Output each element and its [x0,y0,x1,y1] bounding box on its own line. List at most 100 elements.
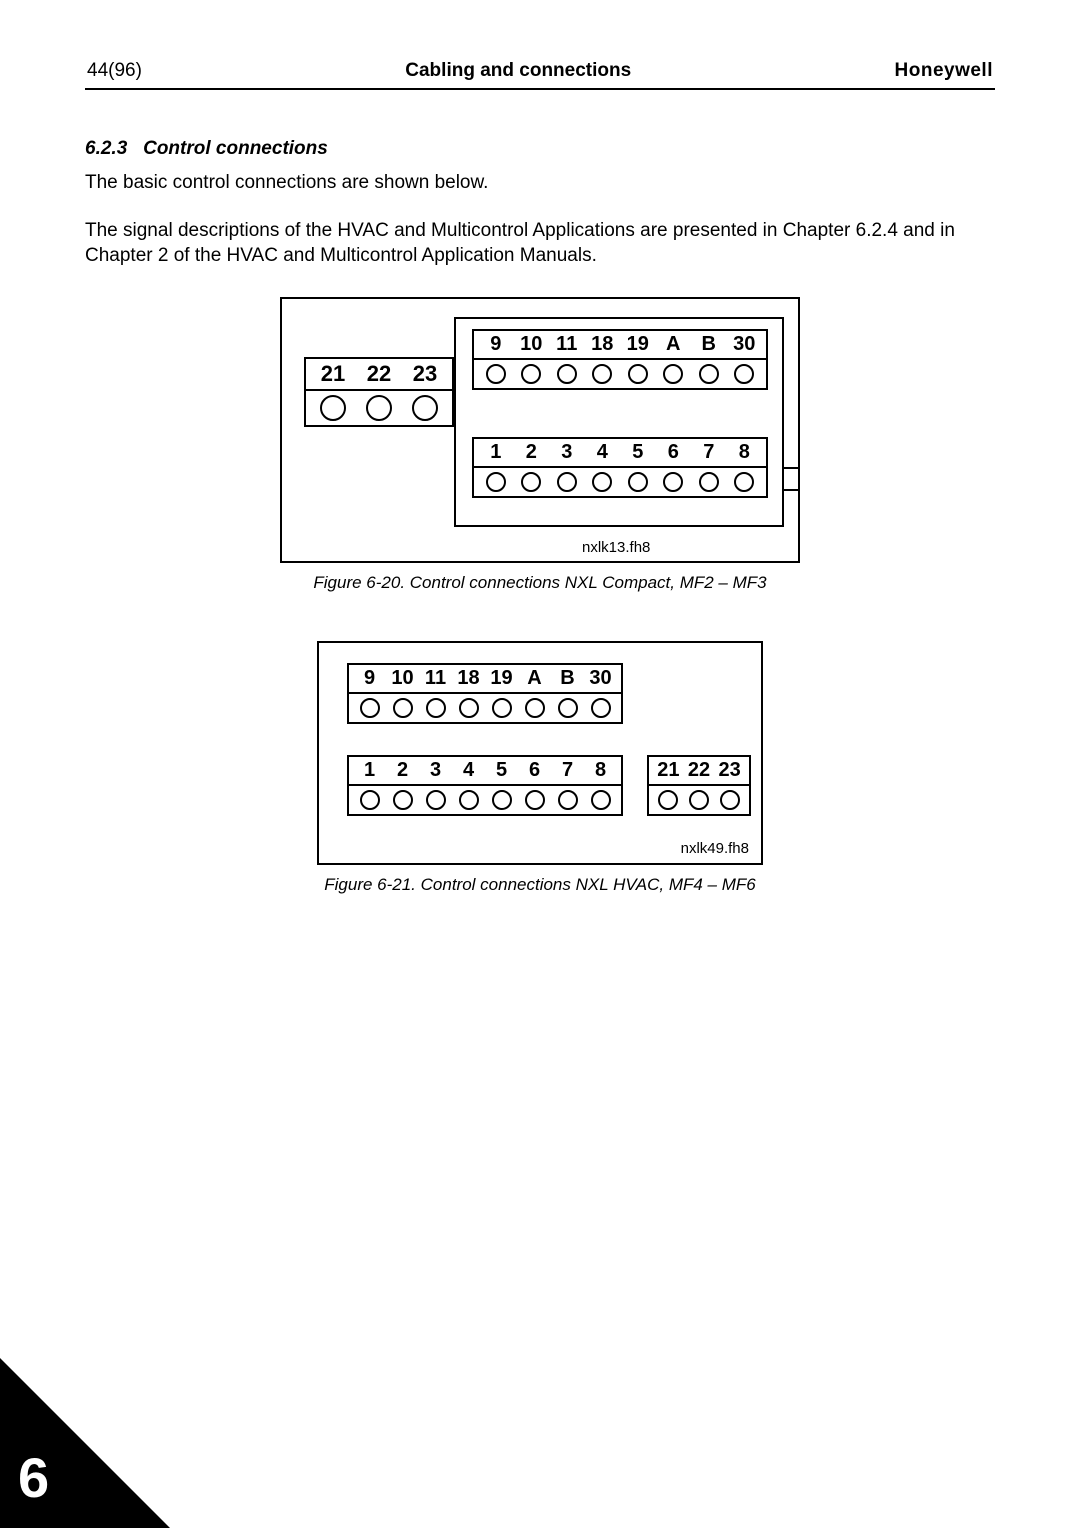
terminal-circle [734,364,754,384]
terminal-circles [472,358,768,390]
terminal-circle [459,698,479,718]
terminal-circle [393,790,413,810]
terminal-circle [426,698,446,718]
terminal-circles [304,389,454,427]
figure-1-file-label: nxlk13.fh8 [582,539,650,556]
terminal-circle [628,364,648,384]
terminal-circle [525,790,545,810]
figure-2: 910111819AB30 12345678 212223 nxlk49.fh8… [85,641,995,895]
terminal-circle [592,364,612,384]
terminal-circle [486,364,506,384]
terminal-circle [492,698,512,718]
page-header: 44(96) Cabling and connections Honeywell [85,60,995,88]
terminal-block-bottom: 12345678 [347,755,623,816]
figure-2-caption: Figure 6-21. Control connections NXL HVA… [324,875,755,895]
terminal-label: B [551,667,584,690]
terminal-circle [366,395,392,421]
header-title: Cabling and connections [405,60,631,82]
terminal-circle [663,364,683,384]
terminal-label: 11 [549,333,585,356]
terminal-label: 6 [518,759,551,782]
terminal-block-21-23: 212223 [304,357,454,427]
page: 44(96) Cabling and connections Honeywell… [0,0,1080,1528]
terminal-circle [699,472,719,492]
terminal-circle [412,395,438,421]
terminal-label: 30 [727,333,763,356]
terminal-label: 7 [691,441,727,464]
paragraph-2: The signal descriptions of the HVAC and … [85,218,995,269]
terminal-circle [360,790,380,810]
terminal-label: 19 [620,333,656,356]
terminal-label: 22 [356,361,402,387]
terminal-label: 3 [549,441,585,464]
terminal-block-21-23: 212223 [647,755,751,816]
terminal-circle [557,364,577,384]
terminal-circle [592,472,612,492]
terminal-label: 8 [727,441,763,464]
terminal-circle [557,472,577,492]
figure-1-connector-stub [784,467,800,491]
terminal-circles [647,784,751,816]
terminal-circle [558,698,578,718]
terminal-circles [472,466,768,498]
terminal-circle [734,472,754,492]
terminal-circle [720,790,740,810]
terminal-label: 18 [452,667,485,690]
terminal-label: 4 [585,441,621,464]
terminal-circle [492,790,512,810]
section-title: Control connections [143,138,328,159]
figure-1: 212223 910111819AB30 12345678 nxlk13.fh8… [85,297,995,593]
terminal-label: 3 [419,759,452,782]
section-heading: 6.2.3 Control connections [85,138,995,160]
terminal-labels: 12345678 [347,755,623,784]
terminal-label: 21 [653,759,684,782]
terminal-label: B [691,333,727,356]
terminal-labels: 212223 [647,755,751,784]
terminal-circle [426,790,446,810]
terminal-circle [591,698,611,718]
terminal-label: 5 [485,759,518,782]
terminal-label: A [518,667,551,690]
terminal-label: 9 [478,333,514,356]
terminal-label: 4 [452,759,485,782]
terminal-circle [663,472,683,492]
paragraph-1: The basic control connections are shown … [85,170,995,196]
terminal-label: 22 [684,759,715,782]
terminal-label: 6 [656,441,692,464]
terminal-label: 10 [514,333,550,356]
terminal-block-bottom: 12345678 [472,437,768,498]
terminal-label: 18 [585,333,621,356]
terminal-label: 23 [402,361,448,387]
terminal-label: 1 [353,759,386,782]
terminal-circle [558,790,578,810]
terminal-labels: 910111819AB30 [347,663,623,692]
terminal-labels: 910111819AB30 [472,329,768,358]
figure-2-file-label: nxlk49.fh8 [681,840,749,857]
page-number: 44(96) [87,60,142,82]
terminal-label: 2 [514,441,550,464]
terminal-circle [591,790,611,810]
section-number: 6.2.3 [85,138,127,159]
terminal-circle [689,790,709,810]
brand-logo-text: Honeywell [895,60,993,82]
terminal-label: 2 [386,759,419,782]
figure-2-box: 910111819AB30 12345678 212223 nxlk49.fh8 [317,641,763,865]
terminal-label: A [656,333,692,356]
terminal-label: 1 [478,441,514,464]
terminal-label: 8 [584,759,617,782]
terminal-circle [459,790,479,810]
terminal-circle [699,364,719,384]
terminal-label: 10 [386,667,419,690]
terminal-circle [525,698,545,718]
terminal-label: 19 [485,667,518,690]
terminal-labels: 12345678 [472,437,768,466]
terminal-circle [320,395,346,421]
terminal-circle [521,364,541,384]
terminal-circle [360,698,380,718]
terminal-block-top: 910111819AB30 [472,329,768,390]
figure-1-caption: Figure 6-20. Control connections NXL Com… [313,573,766,593]
terminal-circle [658,790,678,810]
figure-1-box: 212223 910111819AB30 12345678 nxlk13.fh8 [280,297,800,563]
terminal-circle [486,472,506,492]
terminal-circle [628,472,648,492]
